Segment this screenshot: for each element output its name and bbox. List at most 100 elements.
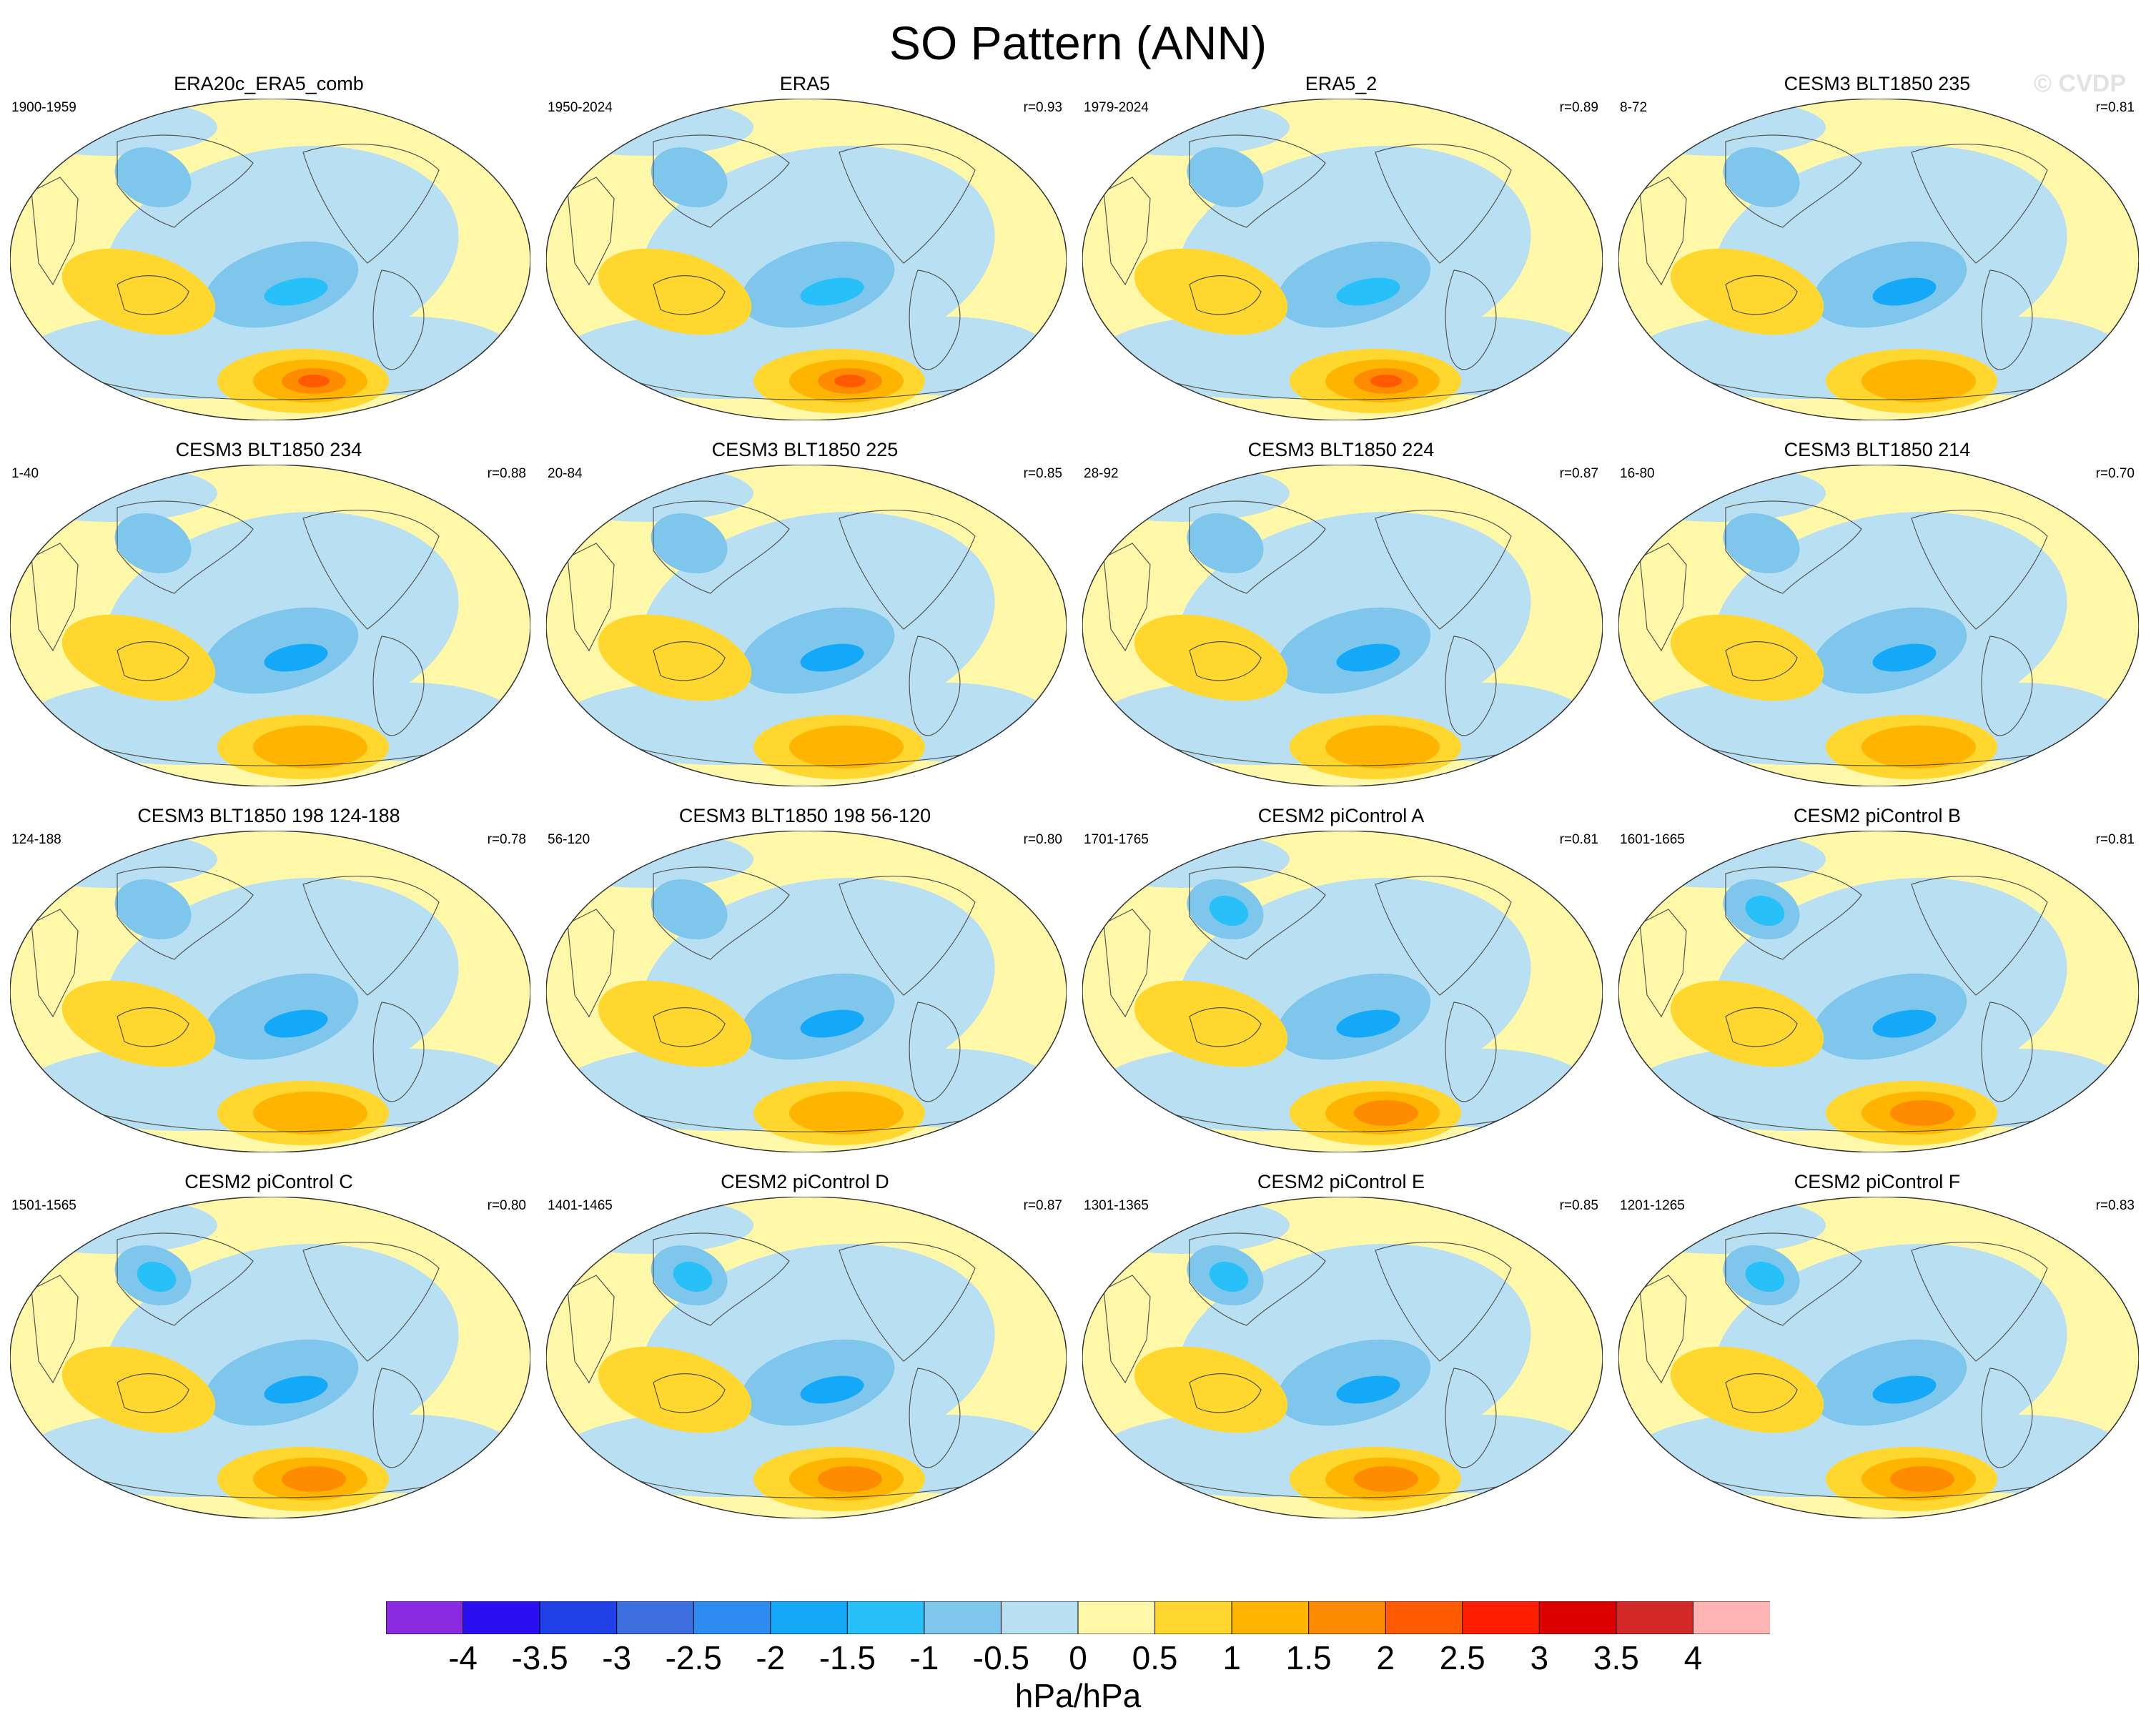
coastline: [1725, 134, 1862, 228]
north-pacific-low-core: [1745, 1261, 1785, 1292]
colorbar-swatch: [1538, 1601, 1617, 1634]
north-pacific-low-core: [673, 163, 713, 194]
colorbar-tick-label: -1.5: [819, 1639, 876, 1676]
coastline: [653, 1007, 726, 1047]
coastline: [839, 1242, 976, 1362]
antarctic-high: [253, 1092, 367, 1135]
panel-correlation: r=0.83: [2095, 1198, 2135, 1213]
south-pacific-low-core: [1336, 1009, 1400, 1038]
coastline: [1445, 1368, 1497, 1468]
colorbar-swatch: [539, 1601, 618, 1634]
colorbar-tick-label: 0.5: [1132, 1639, 1178, 1676]
coastline: [909, 1002, 961, 1102]
cvdp-watermark: © CVDP: [2034, 70, 2126, 97]
coastline: [1911, 876, 2048, 996]
robinson-map: [1618, 831, 2139, 1152]
robinson-map: [10, 831, 530, 1152]
australia-high-core: [97, 632, 174, 676]
panel-years: 28-92: [1084, 466, 1119, 481]
australia-high-core: [1705, 1364, 1782, 1408]
coastline: [567, 909, 615, 1018]
panel-years: 1601-1665: [1620, 832, 1685, 847]
map-field: [1082, 831, 1603, 1152]
coastline: [1703, 746, 2077, 766]
coastline: [839, 510, 976, 630]
antarctic-high-core: [1354, 1100, 1418, 1126]
colorbar-tick-label: 2: [1376, 1639, 1395, 1676]
colorbar-tick-label: 4: [1683, 1639, 1703, 1676]
coastline: [117, 1232, 254, 1326]
coastline: [1911, 510, 2048, 630]
map-panel: CESM3 BLT1850 225 20-84 r=0.85: [539, 432, 1071, 796]
colorbar-swatch: [1077, 1601, 1156, 1634]
panel-title: CESM2 piControl D: [721, 1171, 889, 1192]
colorbar-tick-label: 2.5: [1439, 1639, 1485, 1676]
robinson-map: [1618, 1197, 2139, 1518]
south-pacific-low-core: [1872, 643, 1937, 672]
coastline: [302, 144, 440, 264]
coastline: [1189, 866, 1326, 960]
colorbar-swatch: [1231, 1601, 1310, 1634]
coastline: [95, 1112, 468, 1132]
map-field: [1618, 1197, 2139, 1518]
north-pacific-low-core: [137, 163, 177, 194]
colorbar-tick-label: -4: [448, 1639, 478, 1676]
map-panel: CESM2 piControl D 1401-1465 r=0.87: [539, 1164, 1071, 1528]
coastline: [95, 1478, 468, 1498]
map-panel: CESM2 piControl C 1501-1565 r=0.80: [3, 1164, 535, 1528]
coastline: [302, 1242, 440, 1362]
colorbar-swatch: [924, 1601, 1002, 1634]
robinson-map: [546, 831, 1067, 1152]
panel-correlation: r=0.89: [1559, 100, 1598, 115]
colorbar-tick-label: -3: [602, 1639, 632, 1676]
robinson-map: [546, 99, 1067, 420]
panel-title: CESM2 piControl A: [1257, 805, 1425, 826]
coastline: [1981, 636, 2033, 736]
map-field: [10, 99, 530, 420]
map-field: [1618, 99, 2139, 420]
panel-title: CESM3 BLT1850 214: [1784, 439, 1971, 460]
coastline: [31, 1275, 79, 1384]
panel-title: ERA5_2: [1305, 73, 1378, 94]
north-pacific-low-core: [1209, 1261, 1249, 1292]
colorbar-tick-label: 3.5: [1593, 1639, 1639, 1676]
coastline: [1189, 1373, 1262, 1413]
panel-title: CESM3 BLT1850 198 124-188: [137, 805, 400, 826]
coastline: [1167, 380, 1541, 400]
map-field: [1082, 1197, 1603, 1518]
coastline: [1981, 1368, 2033, 1468]
south-pacific-low-core: [264, 1375, 328, 1404]
map-outline: [546, 1197, 1067, 1518]
south-pacific-low-core: [800, 277, 864, 306]
coastline: [1103, 177, 1151, 286]
coastline: [117, 134, 254, 228]
coastline: [1725, 1373, 1798, 1413]
map-field: [10, 465, 530, 786]
panel-title: ERA5: [779, 73, 831, 94]
coastline: [117, 866, 254, 960]
coastline: [1167, 1478, 1541, 1498]
coastline: [1445, 636, 1497, 736]
coastline: [1375, 144, 1512, 264]
colorbar-swatch: [1692, 1601, 1770, 1634]
colorbar-swatch: [1616, 1601, 1694, 1634]
colorbar-swatch: [1462, 1601, 1541, 1634]
antarctic-high: [1325, 726, 1440, 768]
map-field: [1082, 99, 1603, 420]
coastline: [909, 636, 961, 736]
map-field: [1618, 465, 2139, 786]
coastline: [372, 636, 425, 736]
colorbar-labels: -4 -3.5 -3 -2.5 -2 -1.5 -1 -0.5 0 0.5 1 1.5 2 2.5 3 3.5…: [0, 1638, 2156, 1681]
australia-high-core: [97, 1364, 174, 1408]
coastline: [1911, 144, 2048, 264]
south-pacific-low-core: [1872, 1009, 1937, 1038]
panel-correlation: r=0.80: [1023, 832, 1062, 847]
colorbar-swatch: [693, 1601, 771, 1634]
panel-correlation: r=0.85: [1023, 466, 1062, 481]
coastline: [1189, 1007, 1262, 1047]
coastline: [653, 641, 726, 681]
south-pacific-low-core: [264, 277, 328, 306]
colorbar-swatch: [1385, 1601, 1463, 1634]
coastline: [1189, 1232, 1326, 1326]
map-outline: [10, 465, 530, 786]
